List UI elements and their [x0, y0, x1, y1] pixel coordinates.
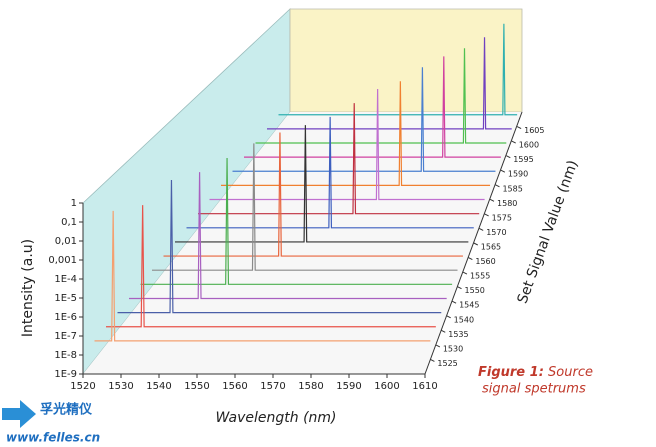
spectrum-line [175, 125, 469, 243]
y-tick-label: 1E-9 [54, 369, 77, 380]
z-axis [424, 111, 523, 375]
y-tick-label: 1E-7 [54, 331, 77, 342]
x-tick-label: 1600 [374, 381, 399, 392]
z-tick [451, 300, 457, 304]
z-tick-label: 1580 [497, 199, 517, 208]
caption-line1: Source [548, 365, 593, 380]
z-tick [506, 155, 511, 159]
y-tick-label: 1E-6 [54, 312, 77, 323]
z-tick-label: 1565 [481, 243, 501, 252]
x-tick-label: 1540 [146, 381, 171, 392]
spectrum-line [198, 103, 480, 215]
floor [83, 112, 522, 374]
brand: 孚光精仪 [40, 402, 93, 418]
z-tick [468, 257, 473, 261]
caption-label: Figure 1: Source [478, 365, 593, 380]
z-tick [441, 329, 446, 333]
walls [82, 8, 523, 376]
z-tick-label: 1530 [443, 344, 463, 353]
x-tick-label: 1530 [108, 381, 133, 392]
z-tick [511, 140, 516, 144]
y-tick-label: 0,01 [55, 236, 77, 247]
z-tick [430, 358, 435, 362]
z-tick [495, 184, 500, 188]
spectrum-line [106, 205, 436, 328]
spectrum-line [94, 210, 431, 342]
y-tick-label: 0,1 [61, 217, 77, 228]
spectrum-line [221, 81, 491, 186]
x-axis-label: Wavelength (nm) [215, 410, 336, 426]
z-tick-label: 1570 [486, 228, 506, 237]
y-tick-label: 1E-5 [54, 293, 77, 304]
y-tick-label: 1 [71, 198, 77, 209]
z-tick-label: 1545 [459, 301, 479, 310]
back-wall [289, 8, 523, 113]
x-tick-label: 1610 [412, 381, 437, 392]
x-tick-label: 1570 [260, 381, 285, 392]
z-tick-label: 1595 [513, 155, 533, 164]
z-tick-label: 1560 [475, 257, 495, 266]
caption-line2: signal spetrums [482, 382, 586, 397]
url: www.felles.cn [6, 431, 100, 445]
z-tick-label: 1585 [502, 184, 522, 193]
z-tick [500, 169, 506, 173]
z-tick-label: 1535 [448, 330, 468, 339]
z-tick [478, 227, 484, 231]
caption-label-bold: Figure 1: [478, 365, 544, 380]
z-tick-label: 1540 [454, 315, 474, 324]
y-tick-label: 1E-4 [54, 274, 77, 285]
x-tick-label: 1520 [70, 381, 95, 392]
z-tick [516, 126, 522, 130]
z-tick [484, 213, 489, 217]
z-tick-label: 1550 [465, 286, 485, 295]
spectrum-line [209, 89, 485, 201]
z-tick-label: 1555 [470, 272, 490, 281]
z-axis-label: Set Signal Value (nm) [515, 158, 582, 306]
z-tick-label: 1575 [492, 213, 512, 222]
y-tick-label: 1E-8 [54, 350, 77, 361]
y-axis-label: Intensity (a.u) [20, 239, 36, 337]
x-tick-label: 1590 [336, 381, 361, 392]
spectrum-line [129, 172, 447, 300]
spectrum-line [117, 179, 442, 314]
z-tick-label: 1590 [508, 170, 528, 179]
spectrum-line [267, 37, 512, 130]
z-tick [462, 271, 468, 275]
z-tick [473, 242, 479, 246]
spectrum-line [152, 143, 458, 271]
z-tick-label: 1525 [437, 359, 457, 368]
z-tick [489, 198, 495, 202]
y-tick-label: 0,001 [48, 255, 77, 266]
spectrum-line [278, 23, 518, 116]
x-tick-label: 1560 [222, 381, 247, 392]
spectrum-line [163, 132, 463, 257]
z-tick [435, 344, 441, 348]
x-tick-label: 1580 [298, 381, 323, 392]
spectrum-line [140, 158, 453, 285]
logo-arrow [2, 400, 36, 428]
z-tick [457, 286, 462, 290]
spectrum-line [232, 67, 496, 172]
z-tick-label: 1600 [519, 141, 539, 150]
z-tick [446, 315, 451, 319]
spectrum-line [255, 48, 507, 144]
x-tick-label: 1550 [184, 381, 209, 392]
z-tick-label: 1605 [524, 126, 544, 135]
